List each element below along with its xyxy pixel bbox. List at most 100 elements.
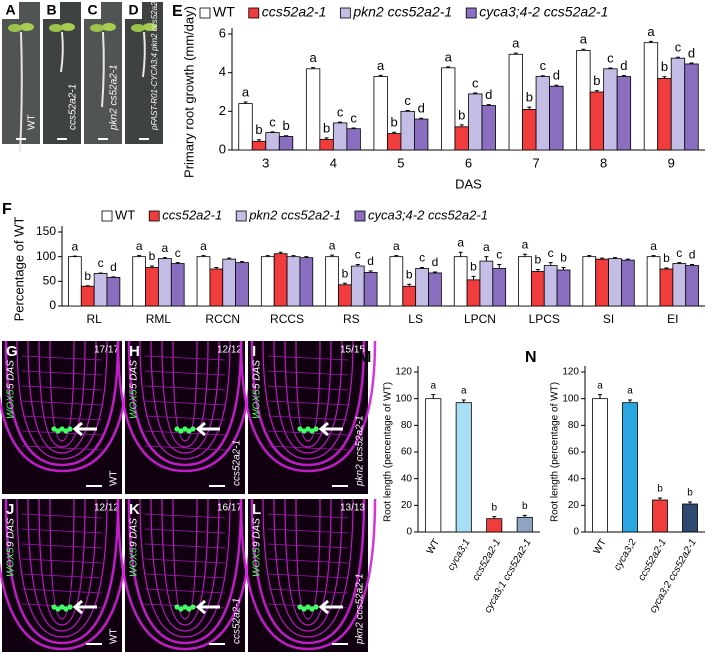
- significance-letter: a: [72, 239, 79, 253]
- bar: [279, 136, 293, 150]
- bar: [236, 263, 249, 306]
- bar: [416, 269, 429, 306]
- panel-letter: H: [129, 343, 140, 360]
- x-tick-label: 6: [465, 155, 472, 170]
- marker-label: WOX5: [252, 389, 263, 419]
- bar: [671, 58, 685, 150]
- bar: [621, 260, 634, 306]
- marker-label: WOX5: [252, 547, 263, 577]
- significance-letter: d: [689, 248, 696, 262]
- legend-label: WT: [213, 4, 235, 20]
- bar: [252, 141, 266, 150]
- genotype-label: WT: [109, 628, 120, 644]
- genotype-label: pkn2 ccs52a2-1: [355, 415, 366, 487]
- photo-panel: AWT: [2, 2, 40, 152]
- significance-letter: a: [242, 84, 250, 99]
- legend-swatch: [149, 211, 159, 221]
- bar: [609, 259, 622, 306]
- bar: [658, 78, 672, 150]
- significance-letter: b: [593, 73, 600, 88]
- y-tick-label: 60: [568, 447, 580, 458]
- significance-letter: b: [560, 251, 567, 265]
- bar: [583, 257, 596, 306]
- y-tick-label: 120: [562, 367, 579, 378]
- genotype-label: WT: [109, 470, 120, 486]
- genotype-label: pkn2 ccs52a2-1: [355, 573, 366, 645]
- significance-letter: a: [457, 235, 464, 249]
- bar: [455, 127, 469, 150]
- bar: [493, 269, 506, 306]
- panel-letter: C: [87, 2, 97, 18]
- x-tick-label: WT: [592, 537, 609, 556]
- error-bar: [459, 252, 463, 256]
- panel-letter: G: [6, 343, 18, 360]
- significance-letter: c: [607, 50, 614, 65]
- bar: [338, 285, 351, 306]
- significance-letter: d: [110, 260, 117, 274]
- significance-letter: a: [200, 239, 207, 253]
- significance-letter: a: [522, 237, 529, 251]
- significance-letter: a: [430, 380, 436, 391]
- significance-letter: b: [323, 120, 330, 135]
- significance-letter: a: [445, 49, 453, 64]
- significance-letter: c: [175, 246, 181, 260]
- bar: [544, 266, 557, 306]
- legend-label: ccs52a2-1: [162, 207, 222, 222]
- bar: [550, 86, 564, 150]
- leaf: [102, 23, 116, 31]
- bar: [351, 266, 364, 306]
- y-tick-label: 0: [49, 298, 56, 312]
- significance-letter: b: [661, 59, 668, 74]
- x-tick-label: cyca3;2: [612, 537, 639, 573]
- bar: [306, 69, 320, 150]
- panel-letter: A: [5, 2, 15, 18]
- legend-swatch: [102, 211, 112, 221]
- significance-letter: b: [255, 122, 262, 137]
- bar: [390, 257, 403, 306]
- significance-letter: a: [377, 58, 385, 73]
- x-tick-label: 9: [668, 155, 675, 170]
- significance-letter: b: [534, 253, 541, 267]
- y-tick-label: 6: [219, 25, 226, 40]
- x-tick-label: ccs52a2-1: [471, 537, 504, 582]
- significance-letter: c: [355, 248, 361, 262]
- stage-label: 9 DAS: [129, 518, 140, 547]
- x-tick-label: RS: [343, 312, 360, 326]
- bar: [482, 106, 496, 150]
- x-tick-label: RCCS: [270, 312, 304, 326]
- wox5-signal: [313, 426, 318, 431]
- panel-letter: M: [358, 349, 371, 366]
- significance-letter: a: [580, 32, 588, 47]
- error-bar: [472, 276, 476, 279]
- y-tick-label: 80: [401, 420, 413, 431]
- x-axis-label: DAS: [455, 176, 482, 191]
- x-tick-label: cyca3;1: [446, 537, 473, 572]
- panel-letter: N: [525, 349, 537, 366]
- y-tick-label: 100: [395, 393, 412, 404]
- bar: [274, 254, 287, 306]
- bar: [320, 139, 334, 150]
- legend-label: pkn2 ccs52a2-1: [248, 207, 341, 222]
- error-bar: [598, 395, 602, 399]
- y-tick-label: 150: [36, 224, 56, 238]
- y-tick-label: 4: [219, 64, 226, 79]
- significance-letter: b: [657, 484, 663, 495]
- significance-letter: b: [282, 118, 289, 133]
- x-tick-label: 3: [262, 155, 269, 170]
- wox5-signal: [67, 604, 72, 609]
- x-tick-label: RL: [86, 312, 102, 326]
- error-bar: [497, 265, 501, 269]
- bar: [685, 64, 699, 150]
- genotype-label: pFAST-R01-CYCA3;4 pkn2 ccs52a2-1: [150, 0, 159, 131]
- y-axis-label: Root length (percentage of WT): [550, 382, 561, 522]
- x-tick-label: 5: [397, 155, 404, 170]
- genotype-label: ccs52a2-1: [232, 598, 243, 644]
- significance-letter: c: [675, 40, 682, 55]
- y-tick-label: 0: [406, 527, 412, 538]
- bar: [467, 280, 480, 306]
